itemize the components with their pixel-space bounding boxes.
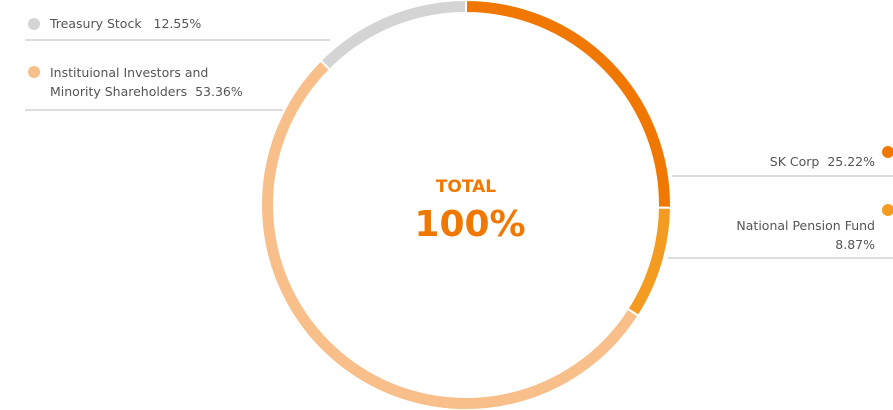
- segment-label: SK Corp 25.22%: [675, 152, 875, 171]
- segment-name: Instituional Investors and Minority Shar…: [50, 65, 209, 99]
- donut-segment: [465, 0, 672, 209]
- center-title: TOTAL: [436, 177, 496, 197]
- donut-segment: [319, 0, 467, 72]
- legend-dot: [28, 18, 40, 30]
- segment-label: Treasury Stock 12.55%: [50, 14, 310, 33]
- segment-value: 25.22%: [827, 154, 875, 169]
- segment-name: Treasury Stock: [50, 16, 142, 31]
- center-value: 100%: [414, 204, 525, 245]
- segment-value: 12.55%: [153, 16, 202, 31]
- segment-name: National Pension Fund: [736, 218, 875, 233]
- segment-label: Instituional Investors and Minority Shar…: [50, 63, 250, 101]
- segment-value: 8.87%: [835, 237, 875, 252]
- segment-name: SK Corp: [769, 154, 820, 169]
- legend-dot: [28, 66, 40, 78]
- segment-label: National Pension Fund 8.87%: [725, 216, 875, 254]
- segment-value: 53.36%: [195, 84, 243, 99]
- legend-dot: [882, 204, 893, 216]
- donut-segment: [626, 206, 672, 318]
- legend-dot: [882, 146, 893, 158]
